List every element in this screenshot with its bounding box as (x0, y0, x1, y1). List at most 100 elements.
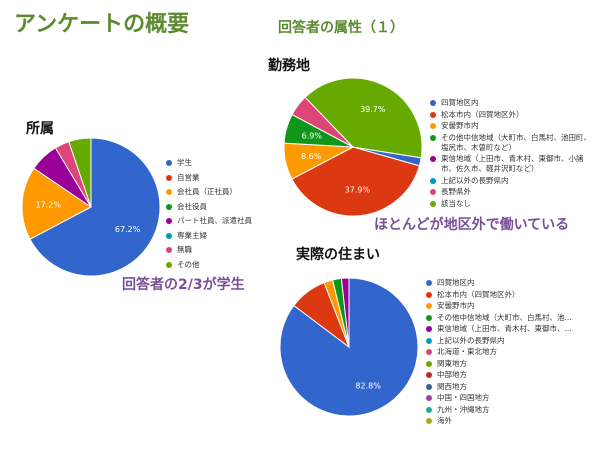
legend-swatch (426, 291, 432, 298)
legend-label: 九州・沖縄地方 (437, 404, 490, 414)
legend-item: 四賀地区内 (430, 98, 595, 108)
legend-swatch (430, 177, 436, 184)
legend-label: 安曇野市内 (437, 301, 475, 310)
legend-label: 無職 (177, 245, 192, 254)
legend-label: 関東地方 (437, 358, 467, 368)
workplace-chart-title: 勤務地 (268, 58, 310, 74)
pie-slice (291, 146, 420, 217)
legend-swatch (166, 218, 172, 224)
legend-label: 中部地方 (437, 370, 467, 379)
legend-swatch (166, 174, 172, 181)
legend-label: 松本市内（四賀地区外） (441, 109, 524, 119)
residence-pie-chart: 82.8% (279, 277, 419, 417)
legend-item: 北海道・東北地方 (426, 347, 598, 357)
pie-slice (68, 137, 92, 208)
legend-item: 上記以外の長野県内 (426, 336, 598, 346)
legend-label: その他中信地域（大町市、白馬村、池... (437, 312, 572, 322)
legend-label: 該当なし (441, 198, 471, 208)
affiliation-legend: 学生自営業会社員（正社員） 会社役員パート社員、派遣社員専業主婦無職その他 (166, 158, 276, 274)
slide-title: アンケートの概要 (14, 12, 190, 37)
legend-item: 安曇野市内 (430, 121, 595, 131)
legend-swatch (166, 189, 172, 195)
legend-swatch (426, 314, 432, 321)
legend-item: パート社員、派遣社員 (166, 216, 276, 226)
affiliation-chart-title: 所属 (26, 121, 54, 137)
legend-swatch (426, 360, 432, 367)
legend-item: 関東地方 (426, 359, 598, 369)
legend-item: 長野県外 (430, 187, 595, 197)
slide-subtitle: 回答者の属性（１） (278, 20, 404, 36)
legend-item: その他中信地域（大町市、白馬村、池... (426, 313, 598, 323)
legend-swatch (430, 100, 436, 106)
legend-item: 自営業 (166, 173, 276, 183)
legend-label: 北海道・東北地方 (437, 347, 497, 356)
legend-label: パート社員、派遣社員 (177, 216, 252, 225)
legend-label: 自営業 (177, 172, 200, 182)
legend-item: 上記以外の長野県内 (430, 176, 595, 186)
legend-swatch (430, 134, 436, 141)
legend-label: 関西地方 (437, 381, 467, 391)
legend-label: 長野県外 (441, 187, 471, 196)
legend-swatch (166, 203, 172, 210)
affiliation-callout: 回答者の2/3が学生 (122, 277, 245, 293)
legend-swatch (430, 156, 436, 162)
legend-label: 学生 (177, 158, 192, 167)
legend-swatch (166, 160, 172, 166)
legend-swatch (426, 383, 432, 390)
legend-item: 中国・四国地方 (426, 393, 598, 403)
legend-label: 安曇野市内 (441, 121, 479, 130)
pie-slice-label: 8.6% (301, 152, 322, 161)
legend-swatch (426, 349, 432, 355)
legend-swatch (426, 418, 432, 424)
workplace-pie-chart: 37.9% 8.6% 6.9% 39.7% (283, 77, 423, 217)
legend-swatch (166, 261, 172, 268)
legend-label: 東信地域（上田市、青木村、東御市、小諸市、佐久市、軽井沢町など） (441, 154, 584, 173)
legend-swatch (426, 303, 432, 309)
legend-label: 中国・四国地方 (437, 393, 490, 402)
legend-item: 該当なし (430, 199, 595, 209)
legend-item: 四賀地区内 (426, 278, 598, 288)
legend-swatch (430, 200, 436, 207)
legend-item: 安曇野市内 (426, 301, 598, 311)
legend-item: 海外 (426, 416, 598, 426)
legend-swatch (430, 189, 436, 195)
legend-label: 会社員（正社員） (177, 187, 237, 196)
legend-item: 学生 (166, 158, 276, 168)
legend-swatch (166, 247, 172, 253)
pie-slice-label: 6.9% (302, 131, 323, 140)
legend-item: その他中信地域（大町市、白馬村、池田町、塩尻市、木曽町など） (430, 133, 595, 153)
pie-slice-label: 67.2% (115, 225, 141, 234)
legend-item: その他 (166, 260, 276, 270)
legend-label: その他中信地域（大町市、白馬村、池田町、塩尻市、木曽町など） (441, 132, 591, 152)
legend-label: 四賀地区内 (437, 278, 475, 287)
legend-swatch (430, 123, 436, 129)
legend-item: 関西地方 (426, 382, 598, 392)
legend-swatch (430, 111, 436, 118)
legend-swatch (426, 372, 432, 378)
pie-slice-label: 39.7% (360, 105, 386, 114)
legend-label: 会社役員 (177, 201, 207, 211)
legend-label: 上記以外の長野県内 (441, 175, 509, 185)
pie-slice (340, 277, 350, 348)
legend-swatch (426, 326, 432, 332)
pie-slice (21, 167, 92, 240)
pie-slice-label: 82.8% (355, 381, 381, 390)
pie-slice-label: 37.9% (345, 186, 371, 195)
legend-item: 東信地域（上田市、青木村、東御市、... (426, 324, 598, 334)
workplace-legend: 四賀地区内 松本市内（四賀地区外） 安曇野市内その他中信地域（大町市、白馬村、池田町… (430, 98, 595, 210)
legend-item: 東信地域（上田市、青木村、東御市、小諸市、佐久市、軽井沢町など） (430, 154, 595, 174)
legend-item: 松本市内（四賀地区外） (426, 290, 598, 300)
legend-item: 会社員（正社員） (166, 187, 276, 197)
legend-swatch (426, 395, 432, 401)
legend-item: 専業主婦 (166, 231, 276, 241)
legend-swatch (426, 280, 432, 286)
legend-label: 上記以外の長野県内 (437, 335, 505, 345)
workplace-callout: ほとんどが地区外で働いている (374, 217, 570, 233)
legend-label: 松本市内（四賀地区外） (437, 289, 520, 299)
pie-slice (304, 77, 423, 159)
legend-item: 会社役員 (166, 202, 276, 212)
legend-swatch (426, 406, 432, 413)
legend-label: その他 (177, 259, 200, 269)
legend-item: 九州・沖縄地方 (426, 405, 598, 415)
legend-item: 松本市内（四賀地区外） (430, 110, 595, 120)
